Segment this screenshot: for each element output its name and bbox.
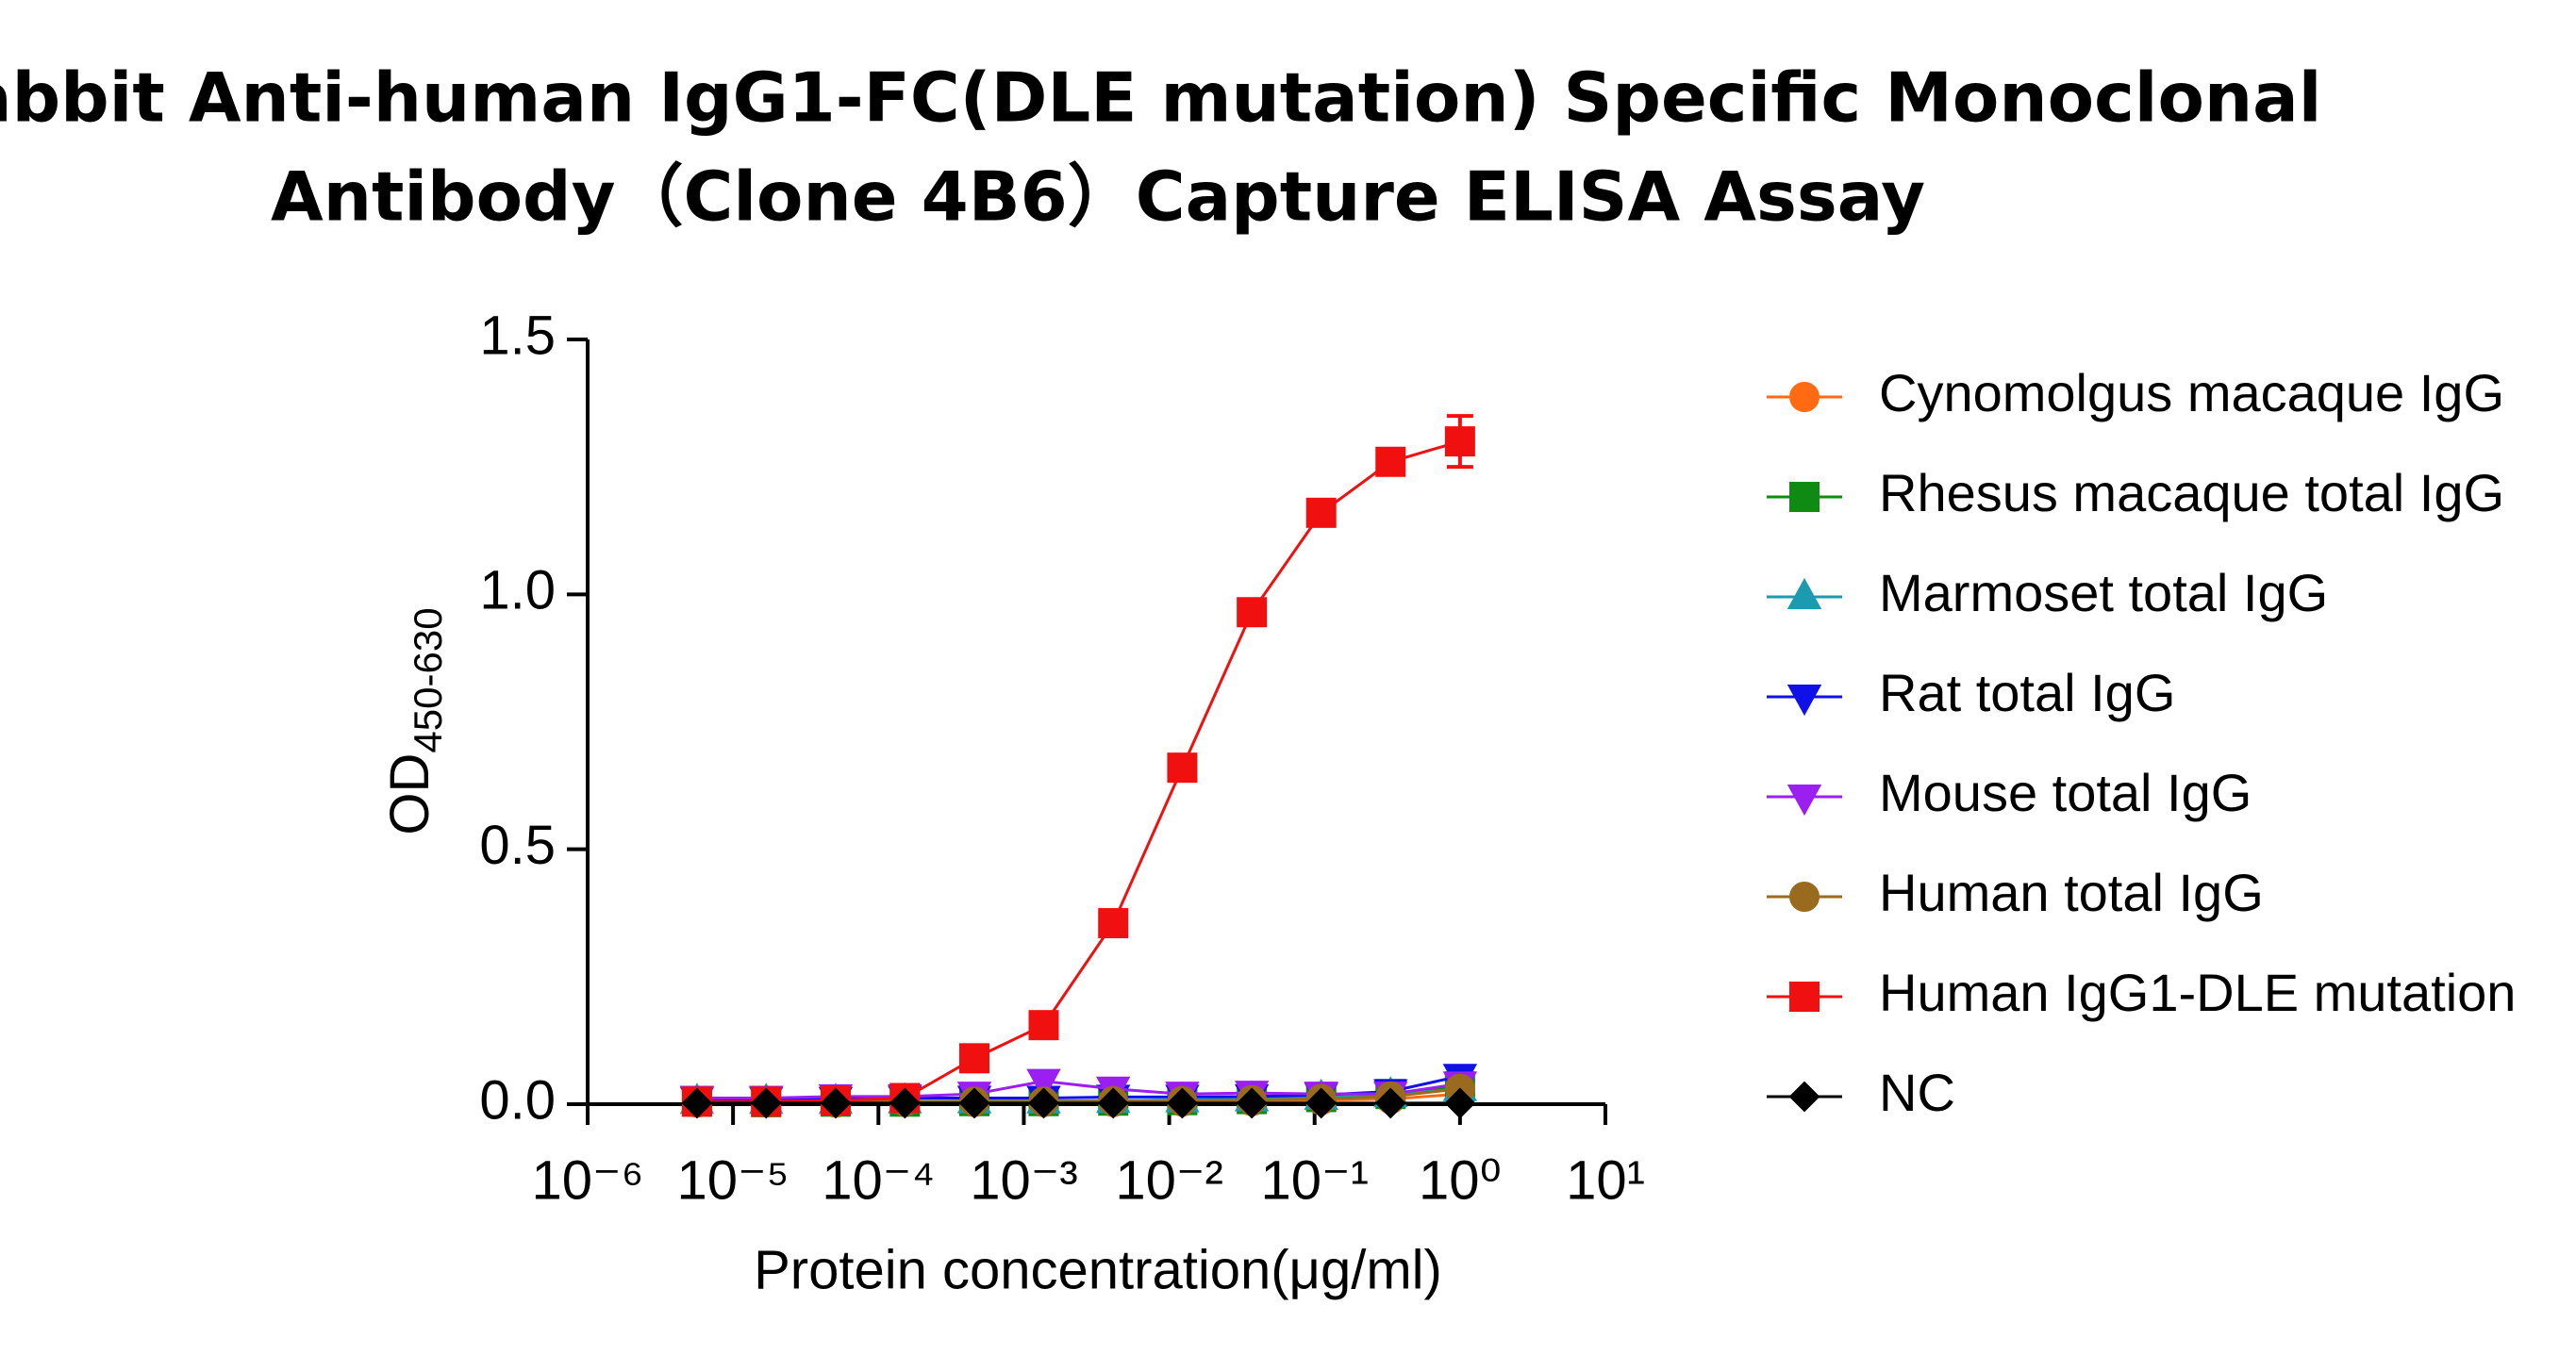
marker bbox=[1787, 577, 1822, 609]
marker bbox=[1789, 982, 1820, 1012]
x-axis-label: Protein concentration(μg/ml) bbox=[754, 1239, 1442, 1300]
x-tick-label: 10⁰ bbox=[1419, 1149, 1502, 1211]
x-tick-label: 10⁻² bbox=[1115, 1149, 1222, 1211]
legend-label: Human total IgG bbox=[1879, 863, 2264, 922]
marker bbox=[1237, 597, 1268, 628]
legend-label: Marmoset total IgG bbox=[1879, 563, 2328, 622]
series bbox=[681, 414, 1475, 1117]
x-tick-label: 10⁻⁴ bbox=[822, 1149, 935, 1211]
marker bbox=[1789, 382, 1820, 412]
marker bbox=[750, 1087, 782, 1119]
marker bbox=[820, 1087, 852, 1119]
marker bbox=[1787, 685, 1822, 717]
y-axis-label-text: OD450-630 bbox=[379, 607, 450, 834]
marker bbox=[889, 1087, 921, 1119]
marker bbox=[958, 1087, 990, 1119]
x-tick-label: 10⁻¹ bbox=[1260, 1149, 1368, 1211]
legend-label: Cynomolgus macaque IgG bbox=[1879, 363, 2504, 422]
marker bbox=[1236, 1087, 1268, 1119]
marker bbox=[1028, 1010, 1059, 1041]
marker bbox=[1026, 1068, 1061, 1100]
chart-title: Antibody（Clone 4B6）Capture ELISA Assay bbox=[271, 157, 1925, 237]
chart-title: Rabbit Anti-human IgG1-FC(DLE mutation) … bbox=[0, 58, 2321, 138]
marker bbox=[1097, 1087, 1129, 1119]
marker bbox=[1789, 482, 1820, 512]
marker bbox=[1098, 908, 1129, 939]
x-tick-label: 10⁻⁶ bbox=[531, 1149, 643, 1211]
y-tick-label: 1.0 bbox=[479, 560, 556, 621]
marker bbox=[1167, 752, 1198, 784]
series-line bbox=[696, 439, 1461, 1103]
marker bbox=[1167, 1087, 1198, 1119]
y-axis-label: OD450-630 bbox=[379, 607, 450, 834]
legend-label: NC bbox=[1879, 1063, 1955, 1122]
marker bbox=[1375, 446, 1406, 477]
marker bbox=[1374, 1087, 1406, 1119]
marker bbox=[1444, 426, 1475, 457]
y-tick-label: 0.5 bbox=[479, 815, 556, 876]
x-tick-label: 10⁻⁵ bbox=[677, 1149, 789, 1211]
y-label-sub: 450-630 bbox=[406, 607, 450, 752]
legend-label: Human IgG1-DLE mutation bbox=[1879, 963, 2516, 1022]
marker bbox=[1305, 1087, 1338, 1119]
legend-label: Rhesus macaque total IgG bbox=[1879, 463, 2504, 522]
marker bbox=[1788, 1081, 1820, 1113]
marker bbox=[681, 1087, 713, 1119]
y-tick-label: 1.5 bbox=[479, 305, 556, 366]
legend-label: Mouse total IgG bbox=[1879, 763, 2252, 822]
y-label-main: OD bbox=[379, 753, 440, 835]
marker bbox=[1789, 882, 1820, 912]
series bbox=[679, 1064, 1478, 1118]
marker bbox=[1305, 497, 1337, 528]
series bbox=[681, 1087, 1476, 1119]
x-tick-label: 10¹ bbox=[1566, 1149, 1645, 1211]
marker bbox=[959, 1043, 990, 1074]
marker bbox=[1444, 1087, 1476, 1119]
marker bbox=[1787, 785, 1822, 817]
marker bbox=[1028, 1087, 1059, 1119]
legend-label: Rat total IgG bbox=[1879, 663, 2175, 722]
x-tick-label: 10⁻³ bbox=[970, 1149, 1077, 1211]
y-tick-label: 0.0 bbox=[479, 1069, 556, 1131]
